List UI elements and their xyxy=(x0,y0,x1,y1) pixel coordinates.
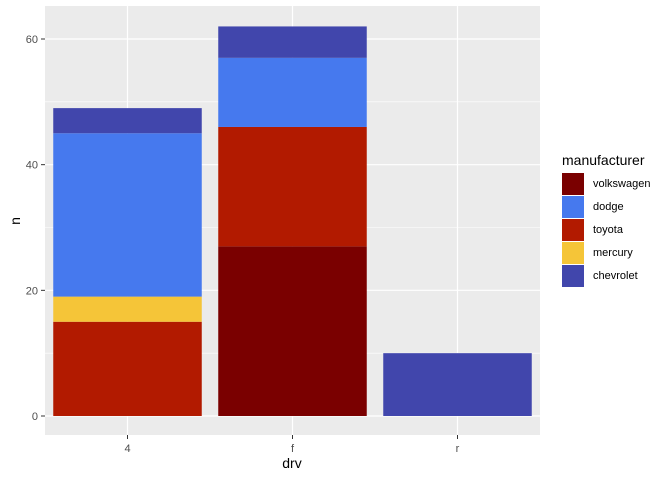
legend-title: manufacturer xyxy=(562,152,645,168)
x-tick-label: r xyxy=(456,443,460,455)
legend-key-swatch xyxy=(562,241,584,264)
x-axis: 4 f r xyxy=(124,435,460,455)
y-axis: 0 20 40 60 xyxy=(26,34,45,423)
y-tick-label: 20 xyxy=(26,285,38,297)
legend-key-swatch xyxy=(562,172,584,195)
legend-item-volkswagen: volkswagen xyxy=(562,172,650,195)
bar-segment-volkswagen-f xyxy=(218,246,367,416)
bar-segment-chevrolet-r xyxy=(383,353,532,416)
legend-label: chevrolet xyxy=(593,269,638,282)
legend-label: toyota xyxy=(593,223,623,236)
y-tick-label: 60 xyxy=(26,34,38,46)
y-axis-title: n xyxy=(7,217,23,225)
x-tick-label: f xyxy=(291,443,295,455)
legend-key-swatch xyxy=(562,264,584,287)
legend: manufacturer volkswagen dodge toyota mercur… xyxy=(562,152,650,287)
legend-label: volkswagen xyxy=(593,177,651,190)
bar-segment-chevrolet-4 xyxy=(53,108,202,134)
legend-key-swatch xyxy=(562,195,584,218)
y-tick-label: 40 xyxy=(26,160,38,172)
bar-segment-dodge-f xyxy=(218,57,367,127)
legend-label: mercury xyxy=(593,246,633,259)
legend-label: dodge xyxy=(593,200,624,213)
x-axis-title: drv xyxy=(282,455,301,471)
bar-segment-toyota-f xyxy=(218,126,367,247)
legend-key-swatch xyxy=(562,218,584,241)
legend-item-toyota: toyota xyxy=(562,218,650,241)
x-tick-label: 4 xyxy=(124,443,130,455)
legend-items: volkswagen dodge toyota mercury chevrolet xyxy=(562,172,650,287)
legend-item-mercury: mercury xyxy=(562,241,650,264)
bar-segment-toyota-4 xyxy=(53,321,202,416)
legend-item-chevrolet: chevrolet xyxy=(562,264,650,287)
bar-segment-dodge-4 xyxy=(53,133,202,297)
bars xyxy=(53,26,532,416)
bar-segment-mercury-4 xyxy=(53,296,202,322)
y-tick-label: 0 xyxy=(32,411,38,423)
bar-segment-chevrolet-f xyxy=(218,26,367,58)
legend-item-dodge: dodge xyxy=(562,195,650,218)
